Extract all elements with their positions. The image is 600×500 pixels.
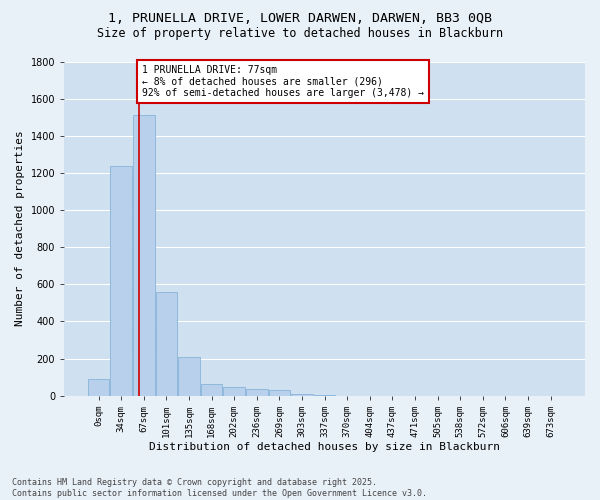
Bar	[201, 384, 223, 396]
Bar	[133, 116, 155, 396]
Text: Size of property relative to detached houses in Blackburn: Size of property relative to detached ho…	[97, 28, 503, 40]
Bar	[291, 394, 313, 396]
Y-axis label: Number of detached properties: Number of detached properties	[15, 130, 25, 326]
Bar	[269, 390, 290, 396]
X-axis label: Distribution of detached houses by size in Blackburn: Distribution of detached houses by size …	[149, 442, 500, 452]
Bar	[246, 389, 268, 396]
Bar	[223, 387, 245, 396]
Bar	[314, 394, 335, 396]
Text: 1, PRUNELLA DRIVE, LOWER DARWEN, DARWEN, BB3 0QB: 1, PRUNELLA DRIVE, LOWER DARWEN, DARWEN,…	[108, 12, 492, 26]
Bar	[110, 166, 132, 396]
Bar	[178, 356, 200, 396]
Bar	[155, 292, 177, 396]
Text: 1 PRUNELLA DRIVE: 77sqm
← 8% of detached houses are smaller (296)
92% of semi-de: 1 PRUNELLA DRIVE: 77sqm ← 8% of detached…	[142, 65, 424, 98]
Bar	[88, 379, 109, 396]
Text: Contains HM Land Registry data © Crown copyright and database right 2025.
Contai: Contains HM Land Registry data © Crown c…	[12, 478, 427, 498]
